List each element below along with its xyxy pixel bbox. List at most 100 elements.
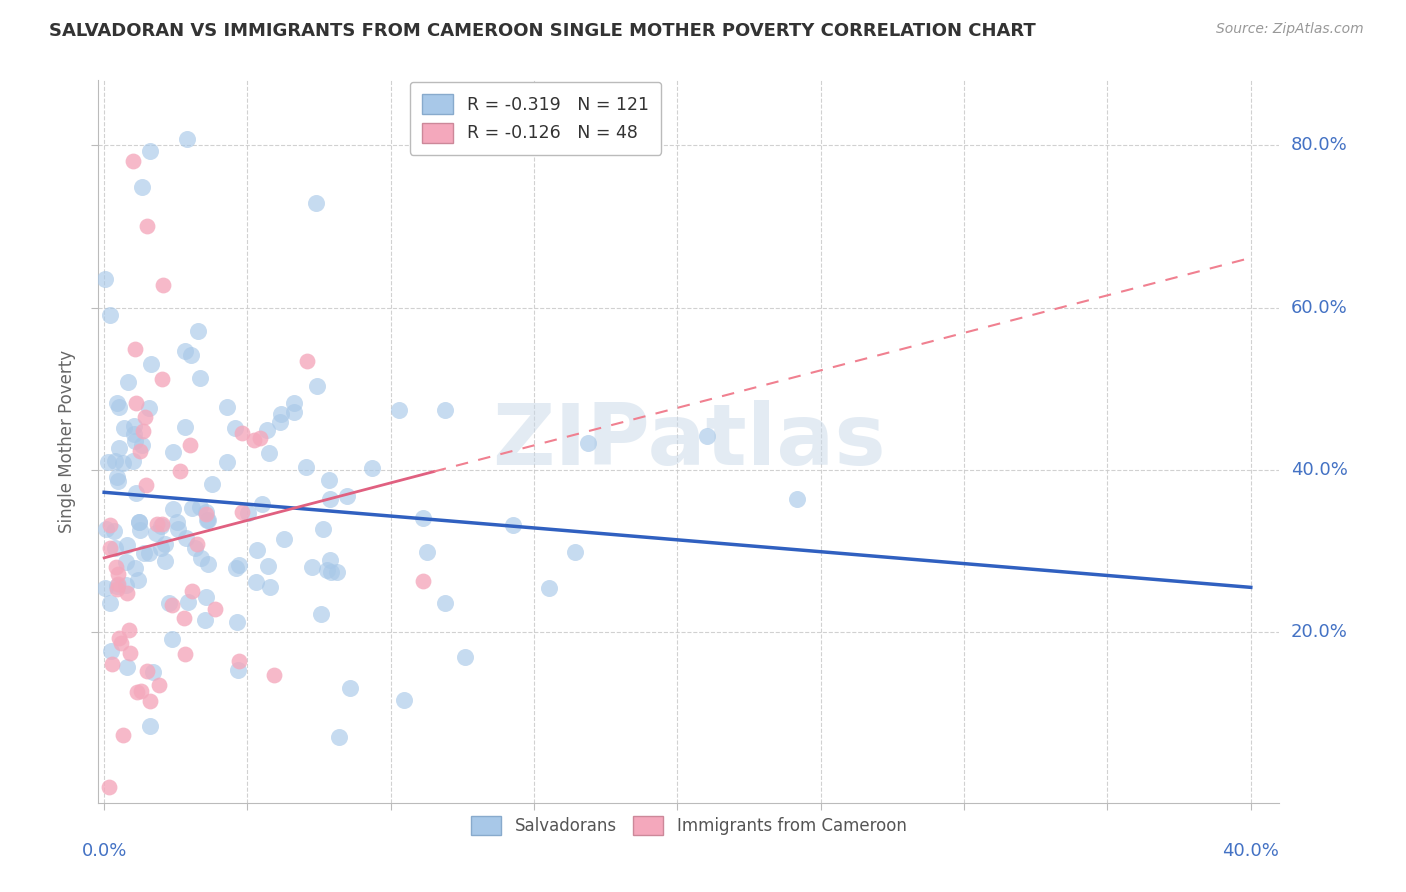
Point: [118, 623, 141, 637]
Point: [96, 522, 118, 536]
Point: [181, 501, 204, 516]
Point: [107, 475, 129, 489]
Point: [138, 401, 160, 415]
Point: [434, 402, 457, 417]
Point: [155, 537, 177, 551]
Point: [105, 559, 128, 574]
Point: [135, 478, 157, 492]
Point: [97, 455, 120, 469]
Point: [188, 500, 211, 515]
Point: [215, 455, 238, 469]
Point: [94, 272, 117, 286]
Point: [321, 566, 343, 580]
Point: [125, 486, 148, 500]
Point: [124, 434, 146, 448]
Point: [111, 456, 134, 470]
Point: [148, 678, 170, 692]
Point: [294, 460, 316, 475]
Point: [134, 410, 156, 425]
Point: [197, 513, 219, 527]
Point: [226, 663, 249, 677]
Point: [115, 538, 138, 552]
Point: [129, 523, 152, 537]
Legend: Salvadorans, Immigrants from Cameroon: Salvadorans, Immigrants from Cameroon: [464, 809, 914, 841]
Point: [194, 505, 217, 519]
Point: [128, 516, 150, 530]
Point: [194, 508, 217, 522]
Point: [225, 561, 247, 575]
Point: [257, 446, 280, 460]
Point: [392, 692, 415, 706]
Point: [236, 507, 259, 521]
Point: [576, 436, 599, 450]
Point: [307, 379, 329, 393]
Point: [127, 573, 149, 587]
Point: [122, 454, 145, 468]
Point: [412, 511, 434, 525]
Point: [112, 420, 135, 434]
Point: [502, 517, 524, 532]
Point: [166, 522, 188, 536]
Point: [98, 541, 121, 556]
Point: [98, 518, 121, 533]
Text: 40.0%: 40.0%: [1222, 842, 1279, 860]
Point: [105, 395, 128, 409]
Point: [98, 308, 121, 322]
Point: [179, 438, 201, 452]
Point: [145, 526, 167, 541]
Point: [105, 582, 128, 596]
Point: [174, 419, 197, 434]
Point: [131, 438, 153, 452]
Point: [146, 516, 169, 531]
Point: [176, 595, 198, 609]
Point: [114, 578, 136, 592]
Point: [125, 396, 148, 410]
Text: Source: ZipAtlas.com: Source: ZipAtlas.com: [1216, 22, 1364, 37]
Point: [132, 546, 155, 560]
Point: [316, 563, 339, 577]
Point: [454, 650, 477, 665]
Point: [225, 615, 247, 629]
Point: [139, 719, 162, 733]
Point: [311, 522, 333, 536]
Point: [152, 372, 174, 386]
Point: [97, 780, 120, 794]
Point: [786, 491, 808, 506]
Point: [174, 647, 197, 661]
Point: [184, 541, 207, 555]
Point: [174, 343, 197, 358]
Point: [103, 453, 125, 467]
Point: [162, 502, 184, 516]
Point: [319, 553, 342, 567]
Point: [128, 515, 150, 529]
Point: [388, 403, 411, 417]
Point: [339, 681, 361, 695]
Y-axis label: Single Mother Poverty: Single Mother Poverty: [58, 350, 76, 533]
Point: [336, 490, 359, 504]
Point: [114, 555, 136, 569]
Point: [122, 419, 145, 434]
Point: [301, 559, 323, 574]
Point: [228, 558, 250, 572]
Point: [105, 579, 128, 593]
Point: [564, 545, 586, 559]
Point: [195, 513, 218, 527]
Point: [124, 561, 146, 575]
Point: [243, 433, 266, 447]
Point: [188, 371, 211, 385]
Point: [121, 154, 143, 169]
Point: [250, 497, 273, 511]
Point: [112, 728, 135, 742]
Point: [132, 425, 155, 439]
Point: [187, 324, 209, 338]
Point: [416, 544, 439, 558]
Point: [149, 519, 172, 533]
Point: [103, 524, 125, 539]
Point: [231, 505, 253, 519]
Point: [217, 400, 239, 414]
Point: [309, 607, 332, 621]
Point: [94, 581, 117, 595]
Point: [105, 470, 128, 484]
Point: [256, 423, 278, 437]
Point: [152, 278, 174, 293]
